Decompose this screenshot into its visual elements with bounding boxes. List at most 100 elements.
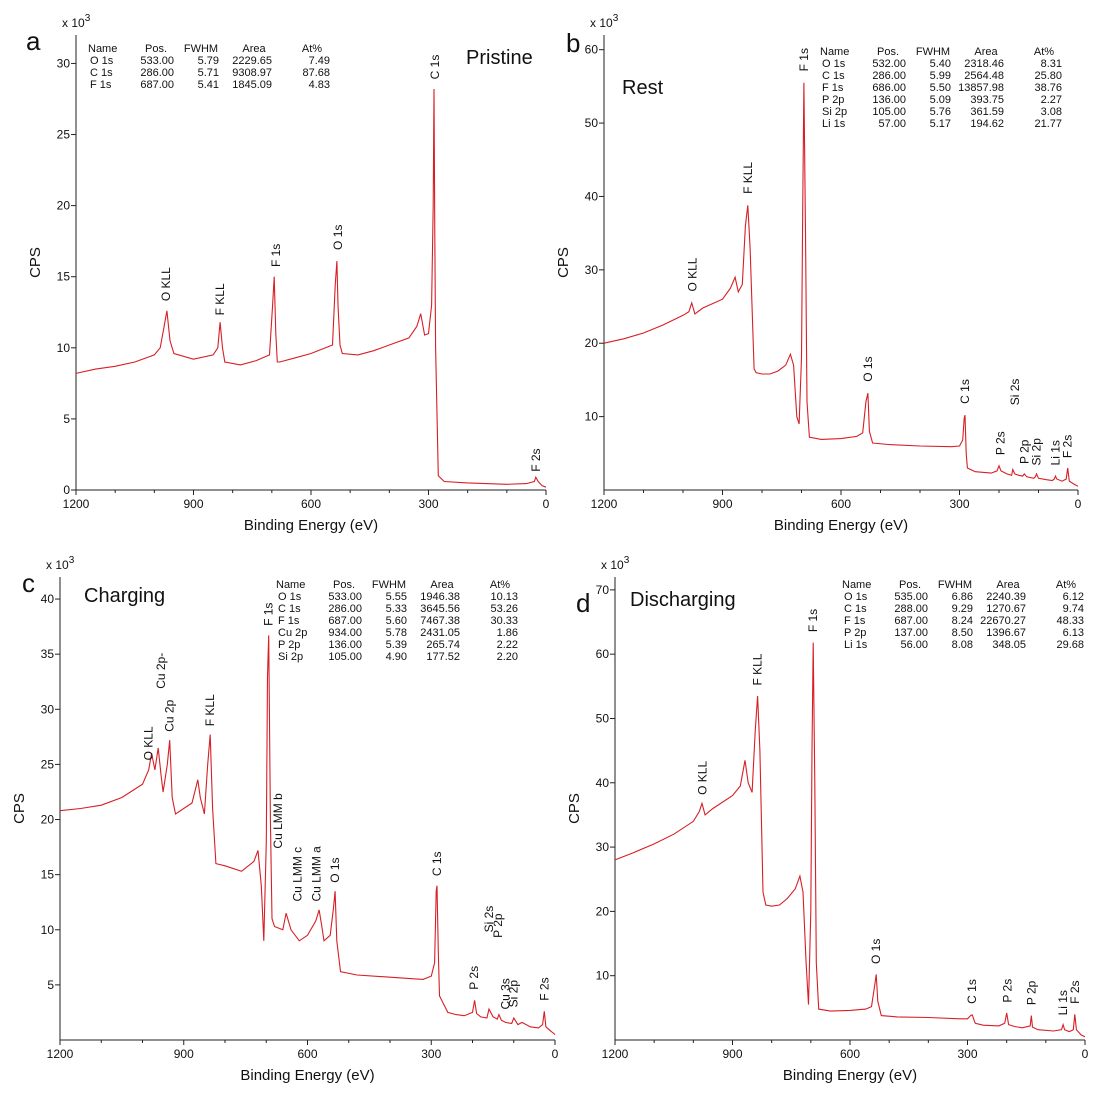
table-cell: 1.86 bbox=[497, 627, 518, 639]
y-tick-label: 20 bbox=[596, 904, 610, 918]
peak-label-f-kll: F KLL bbox=[751, 653, 765, 685]
table-header: Area bbox=[974, 46, 998, 58]
peak-label-o-kll: O KLL bbox=[696, 761, 710, 795]
table-cell: 1845.09 bbox=[232, 79, 272, 91]
peak-label-f-1s: F 1s bbox=[269, 244, 283, 267]
table-cell: 5.99 bbox=[930, 70, 951, 82]
panel-letter: a bbox=[26, 26, 41, 56]
table-cell: 4.83 bbox=[309, 79, 330, 91]
panel-a: a x 103 1200 900 600 300 0 0 5 10 15 20 25 30 Binding … bbox=[26, 13, 550, 534]
table-cell: 5.55 bbox=[386, 591, 407, 603]
table-cell: 25.80 bbox=[1034, 70, 1062, 82]
spectrum-line bbox=[59, 635, 556, 1035]
y-tick-label: 70 bbox=[596, 583, 610, 597]
table-cell: 934.00 bbox=[328, 627, 362, 639]
peak-label-c-1s: C 1s bbox=[430, 851, 444, 876]
table-cell: 105.00 bbox=[872, 106, 906, 118]
table-cell: Cu 2p bbox=[278, 627, 307, 639]
fit-table: Name Pos. FWHM Area At% O 1s 533.00 5.55 1946.38… bbox=[276, 579, 518, 663]
peak-label-o-1s: O 1s bbox=[328, 857, 342, 882]
peak-label-p-2s: P 2s bbox=[994, 431, 1008, 455]
table-cell: Si 2p bbox=[278, 651, 303, 663]
peak-label-li-1s: Li 1s bbox=[1056, 990, 1070, 1015]
peak-label-li-1s: Li 1s bbox=[1048, 440, 1062, 465]
table-cell: 2229.65 bbox=[232, 55, 272, 67]
y-tick-label: 5 bbox=[63, 412, 70, 426]
y-tick-label: 40 bbox=[41, 592, 55, 606]
table-header: At% bbox=[1034, 46, 1054, 58]
fit-table: Name Pos. FWHM Area At% O 1s 533.00 5.79 2229.65… bbox=[88, 43, 330, 91]
y-tick-label: 40 bbox=[596, 776, 610, 790]
table-cell: O 1s bbox=[844, 591, 868, 603]
panel-letter: b bbox=[566, 28, 580, 58]
y-tick-label: 15 bbox=[57, 270, 71, 284]
peak-label-si-2p: Si 2p bbox=[507, 980, 521, 1008]
x-tick-label: 1200 bbox=[63, 497, 90, 511]
table-cell: 5.79 bbox=[198, 55, 219, 67]
y-tick-label: 0 bbox=[63, 483, 70, 497]
table-cell: C 1s bbox=[822, 70, 845, 82]
table-cell: 29.68 bbox=[1056, 639, 1084, 651]
peak-label-f-2s: F 2s bbox=[529, 448, 543, 471]
x-tick-label: 900 bbox=[722, 1047, 742, 1061]
table-cell: 2318.46 bbox=[964, 58, 1004, 70]
table-cell: 2431.05 bbox=[420, 627, 460, 639]
y-tick-label: 30 bbox=[596, 840, 610, 854]
table-header: At% bbox=[302, 43, 322, 55]
y-tick-label: 30 bbox=[585, 263, 599, 277]
table-cell: 288.00 bbox=[894, 603, 928, 615]
peak-label-f-2s: F 2s bbox=[537, 977, 551, 1000]
table-cell: O 1s bbox=[278, 591, 302, 603]
y-tick-label: 40 bbox=[585, 189, 599, 203]
table-header: FWHM bbox=[372, 579, 406, 591]
table-cell: 5.17 bbox=[930, 118, 951, 130]
table-cell: 7.49 bbox=[309, 55, 330, 67]
x-axis-title: Binding Energy (eV) bbox=[783, 1067, 917, 1084]
table-cell: 286.00 bbox=[872, 70, 906, 82]
table-cell: 137.00 bbox=[894, 627, 928, 639]
x-axis-title: Binding Energy (eV) bbox=[774, 517, 908, 534]
x-tick-label: 600 bbox=[301, 497, 321, 511]
spectrum-line bbox=[75, 88, 547, 488]
table-cell: 8.50 bbox=[952, 627, 973, 639]
x-tick-label: 0 bbox=[543, 497, 550, 511]
table-cell: 5.50 bbox=[930, 82, 951, 94]
table-cell: 13857.98 bbox=[958, 82, 1004, 94]
y-tick-label: 60 bbox=[585, 43, 599, 57]
x-tick-label: 300 bbox=[949, 497, 969, 511]
table-cell: 532.00 bbox=[872, 58, 906, 70]
table-cell: 2.22 bbox=[497, 639, 518, 651]
table-cell: 687.00 bbox=[894, 615, 928, 627]
fit-table: Name Pos. FWHM Area At% O 1s 535.00 6.86 2240.39… bbox=[842, 579, 1084, 651]
y-multiplier-label: x 103 bbox=[62, 13, 91, 30]
table-header: Area bbox=[242, 43, 266, 55]
y-tick-label: 30 bbox=[57, 56, 71, 70]
table-cell: 286.00 bbox=[328, 603, 362, 615]
x-tick-label: 1200 bbox=[47, 1047, 74, 1061]
table-cell: F 1s bbox=[822, 82, 844, 94]
x-tick-label: 300 bbox=[957, 1047, 977, 1061]
y-tick-label: 20 bbox=[57, 199, 71, 213]
table-cell: 22670.27 bbox=[980, 615, 1026, 627]
table-cell: 48.33 bbox=[1056, 615, 1084, 627]
table-cell: C 1s bbox=[278, 603, 301, 615]
table-cell: P 2p bbox=[822, 94, 844, 106]
y-axis-title: CPS bbox=[11, 793, 28, 824]
y-tick-label: 10 bbox=[585, 410, 599, 424]
table-cell: 38.76 bbox=[1034, 82, 1062, 94]
y-tick-label: 10 bbox=[57, 341, 71, 355]
peak-label-cu-3s: Cu 3s bbox=[499, 978, 513, 1009]
y-tick-label: 25 bbox=[57, 128, 71, 142]
table-cell: 5.33 bbox=[386, 603, 407, 615]
condition-label: Discharging bbox=[630, 589, 736, 611]
table-cell: 5.39 bbox=[386, 639, 407, 651]
axes-frame bbox=[75, 35, 546, 491]
table-cell: 6.86 bbox=[952, 591, 973, 603]
table-cell: 57.00 bbox=[878, 118, 906, 130]
table-cell: 56.00 bbox=[900, 639, 928, 651]
table-cell: 21.77 bbox=[1034, 118, 1062, 130]
table-cell: 2.20 bbox=[497, 651, 518, 663]
table-header: FWHM bbox=[938, 579, 972, 591]
table-cell: 4.90 bbox=[386, 651, 407, 663]
peak-label-o-1s: O 1s bbox=[869, 939, 883, 964]
